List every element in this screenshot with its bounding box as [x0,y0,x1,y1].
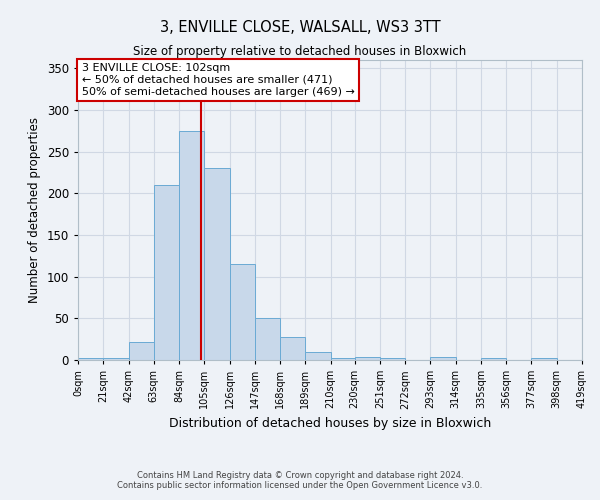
Bar [430,356,455,360]
X-axis label: Distribution of detached houses by size in Bloxwich: Distribution of detached houses by size … [169,417,491,430]
Bar [331,358,355,360]
Text: 3, ENVILLE CLOSE, WALSALL, WS3 3TT: 3, ENVILLE CLOSE, WALSALL, WS3 3TT [160,20,440,35]
Bar [179,131,205,360]
Bar [255,318,280,360]
Text: Size of property relative to detached houses in Bloxwich: Size of property relative to detached ho… [133,45,467,58]
Bar [230,264,255,360]
Bar [532,358,557,360]
Text: Contains HM Land Registry data © Crown copyright and database right 2024.
Contai: Contains HM Land Registry data © Crown c… [118,470,482,490]
Y-axis label: Number of detached properties: Number of detached properties [28,117,41,303]
Bar [154,185,179,360]
Bar [481,358,506,360]
Bar [380,358,405,360]
Bar [205,168,230,360]
Bar [305,352,331,360]
Bar [355,356,380,360]
Bar [280,336,305,360]
Bar [103,358,128,360]
Text: 3 ENVILLE CLOSE: 102sqm
← 50% of detached houses are smaller (471)
50% of semi-d: 3 ENVILLE CLOSE: 102sqm ← 50% of detache… [82,64,355,96]
Bar [78,358,103,360]
Bar [128,342,154,360]
